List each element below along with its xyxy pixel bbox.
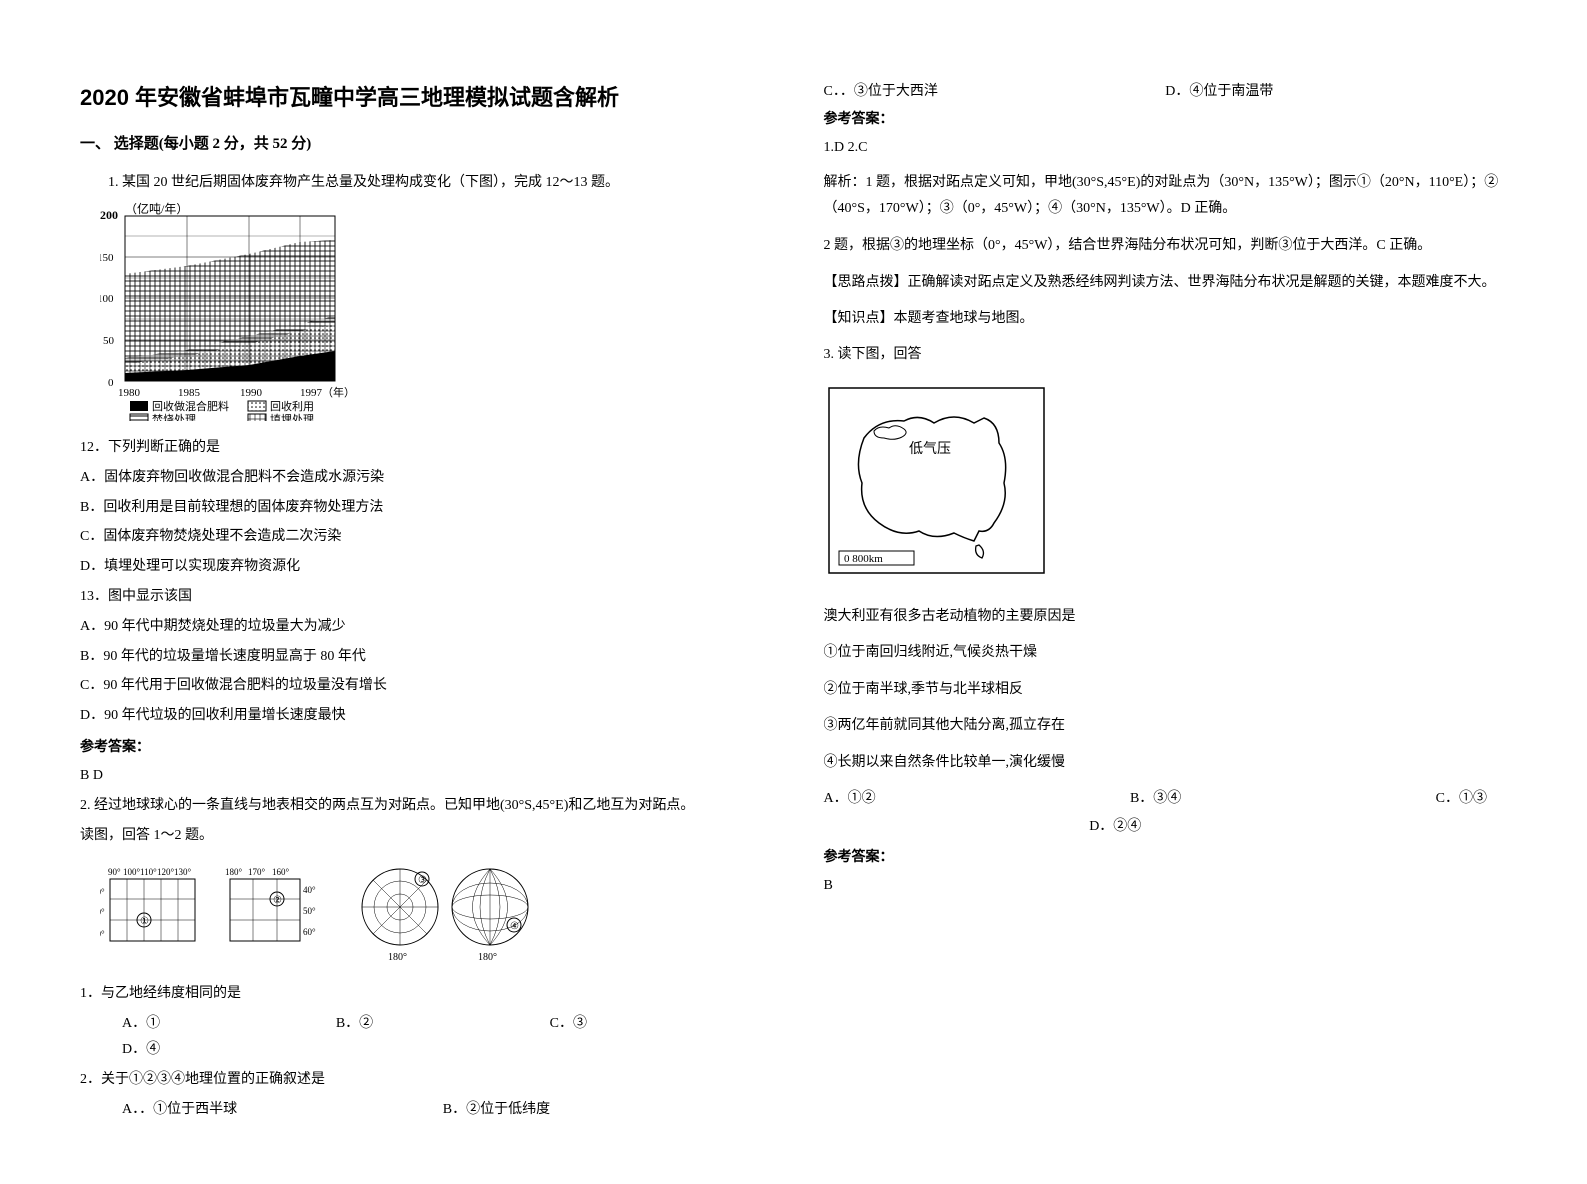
q12-d: D．填埋处理可以实现废弃物资源化 xyxy=(80,555,764,579)
q2-read: 读图，回答 1～2 题。 xyxy=(80,824,764,848)
svg-text:回收利用: 回收利用 xyxy=(270,399,314,413)
q12-a: A．固体废弃物回收做混合肥料不会造成水源污染 xyxy=(80,466,764,490)
q13-c: C．90 年代用于回收做混合肥料的垃圾量没有增长 xyxy=(80,674,764,698)
q3-c: C．①③ xyxy=(1436,787,1487,807)
svg-text:①: ① xyxy=(140,916,149,927)
svg-text:60°: 60° xyxy=(303,927,316,937)
svg-text:填埋处理: 填埋处理 xyxy=(270,412,314,421)
document-page: 2020 年安徽省蚌埠市瓦疃中学高三地理模拟试题含解析 一、 选择题(每小题 2… xyxy=(0,0,1587,1184)
q3-answer-label: 参考答案： xyxy=(824,846,1508,866)
q3-opt3: ③两亿年前就同其他大陆分离,孤立存在 xyxy=(824,713,1508,740)
q2-sub2-b: B．②位于低纬度 xyxy=(443,1098,764,1118)
q13-d: D．90 年代垃圾的回收利用量增长速度最快 xyxy=(80,704,764,728)
q2-answer: 1.D 2.C xyxy=(824,136,1508,160)
q3-opt4: ④长期以来自然条件比较单一,演化缓慢 xyxy=(824,750,1508,777)
svg-text:1997（年）: 1997（年） xyxy=(300,385,355,399)
svg-text:40°: 40° xyxy=(303,885,316,895)
q2-sub1-options-row1: A．① B．② C．③ xyxy=(122,1012,764,1032)
q2-sub1-d: D．④ xyxy=(122,1038,764,1062)
q2-sub1-c: C．③ xyxy=(550,1012,764,1032)
q2-tip2: 【知识点】本题考查地球与地图。 xyxy=(824,306,1508,333)
q12-stem: 12．下列判断正确的是 xyxy=(80,436,764,460)
svg-text:30°: 30° xyxy=(100,887,105,897)
q2-sub2: 2．关于①②③④地理位置的正确叙述是 xyxy=(80,1068,764,1092)
svg-text:130°: 130° xyxy=(174,867,192,877)
q3-answer: B xyxy=(824,874,1508,898)
q1-answer: B D xyxy=(80,764,764,788)
q2-sub2-a: A．．①位于西半球 xyxy=(122,1098,443,1118)
chart-svg: （亿吨/年） 200 xyxy=(100,201,380,421)
svg-text:150: 150 xyxy=(100,252,114,264)
q2-sub2-d: D．④位于南温带 xyxy=(1165,80,1507,100)
svg-text:160°: 160° xyxy=(272,867,290,877)
q2-sub2-row2: C．．③位于大西洋 D．④位于南温带 xyxy=(824,80,1508,100)
q2-explain2: 2 题，根据③的地理坐标（0°，45°W），结合世界海陆分布状况可知，判断③位于… xyxy=(824,233,1508,260)
q1-answer-label: 参考答案： xyxy=(80,736,764,756)
right-column: C．．③位于大西洋 D．④位于南温带 参考答案： 1.D 2.C 解析：1 题，… xyxy=(824,60,1508,1124)
q2-sub1-b: B．② xyxy=(336,1012,550,1032)
q3-opt1: ①位于南回归线附近,气候炎热干燥 xyxy=(824,640,1508,667)
q3-a: A．①② xyxy=(824,787,876,807)
svg-text:170°: 170° xyxy=(248,867,266,877)
q13-b: B．90 年代的垃圾量增长速度明显高于 80 年代 xyxy=(80,645,764,669)
svg-text:180°: 180° xyxy=(225,867,243,877)
svg-text:10°: 10° xyxy=(100,929,105,939)
svg-text:180°: 180° xyxy=(388,952,407,963)
q2-figures: 90° 100° 110° 120° 130° 30° 20° 10° ① xyxy=(100,857,764,972)
q12-b: B．回收利用是目前较理想的固体废弃物处理方法 xyxy=(80,496,764,520)
svg-text:50: 50 xyxy=(103,335,115,347)
map-scale-label: 0 800km xyxy=(844,553,883,565)
svg-text:180°: 180° xyxy=(478,952,497,963)
q12-c: C．固体废弃物焚烧处理不会造成二次污染 xyxy=(80,525,764,549)
q3-opt2: ②位于南半球,季节与北半球相反 xyxy=(824,677,1508,704)
q2-intro: 2. 经过地球球心的一条直线与地表相交的两点互为对跖点。已知甲地(30°S,45… xyxy=(80,794,764,818)
australia-map: 低气压 0 800km xyxy=(824,383,1508,588)
q1-intro: 1. 某国 20 世纪后期固体废弃物产生总量及处理构成变化（下图），完成 12～… xyxy=(80,171,764,191)
map-low-pressure-label: 低气压 xyxy=(909,441,951,457)
q2-sub1-a: A．① xyxy=(122,1012,336,1032)
svg-text:③: ③ xyxy=(418,875,427,886)
q3-intro: 3. 读下图，回答 xyxy=(824,343,1508,367)
q3-options-row1: A．①② B．③④ C．①③ xyxy=(824,787,1508,807)
q2-answer-label: 参考答案： xyxy=(824,108,1508,128)
q3-d: D．②④ xyxy=(724,815,1508,839)
q2-explain1: 解析：1 题，根据对跖点定义可知，甲地(30°S,45°E)的对趾点为（30°N… xyxy=(824,170,1508,223)
q3-line1: 澳大利亚有很多古老动植物的主要原因是 xyxy=(824,604,1508,631)
svg-text:110°: 110° xyxy=(140,867,157,877)
svg-text:200: 200 xyxy=(100,208,118,222)
svg-text:回收做混合肥料: 回收做混合肥料 xyxy=(152,399,229,413)
svg-text:100: 100 xyxy=(100,293,114,305)
svg-text:20°: 20° xyxy=(100,907,105,917)
svg-text:100°: 100° xyxy=(123,867,141,877)
svg-text:50°: 50° xyxy=(303,906,316,916)
svg-text:②: ② xyxy=(273,895,282,906)
left-column: 2020 年安徽省蚌埠市瓦疃中学高三地理模拟试题含解析 一、 选择题(每小题 2… xyxy=(80,60,764,1124)
q2-tip1: 【思路点拨】正确解读对跖点定义及熟悉经纬网判读方法、世界海陆分布状况是解题的关键… xyxy=(824,270,1508,297)
svg-text:1985: 1985 xyxy=(178,387,201,399)
svg-text:1980: 1980 xyxy=(118,387,141,399)
q13-a: A．90 年代中期焚烧处理的垃圾量大为减少 xyxy=(80,615,764,639)
svg-text:120°: 120° xyxy=(157,867,175,877)
q2-sub2-row1: A．．①位于西半球 B．②位于低纬度 xyxy=(122,1098,764,1118)
waste-chart: （亿吨/年） 200 xyxy=(100,201,764,426)
svg-text:90°: 90° xyxy=(108,867,121,877)
svg-text:④: ④ xyxy=(510,921,519,932)
q13-stem: 13．图中显示该国 xyxy=(80,585,764,609)
svg-text:1990: 1990 xyxy=(240,387,263,399)
section-header: 一、 选择题(每小题 2 分，共 52 分) xyxy=(80,132,764,153)
svg-text:焚烧处理: 焚烧处理 xyxy=(152,413,196,421)
svg-text:（亿吨/年）: （亿吨/年） xyxy=(125,201,188,216)
document-title: 2020 年安徽省蚌埠市瓦疃中学高三地理模拟试题含解析 xyxy=(80,80,764,112)
svg-text:0: 0 xyxy=(108,377,114,389)
q2-sub2-c: C．．③位于大西洋 xyxy=(824,80,1166,100)
q2-sub1: 1．与乙地经纬度相同的是 xyxy=(80,982,764,1006)
q3-b: B．③④ xyxy=(1130,787,1181,807)
